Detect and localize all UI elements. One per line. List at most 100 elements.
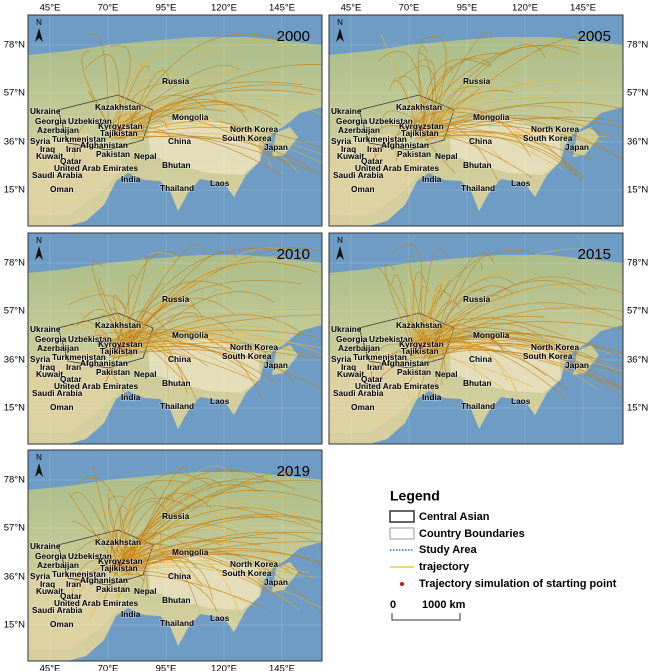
north-label: N <box>36 453 42 462</box>
trajectory <box>96 560 115 575</box>
trajectory <box>124 553 294 575</box>
country-label: Pakistan <box>397 367 431 377</box>
country-label: Nepal <box>435 151 458 161</box>
map-body <box>28 15 322 226</box>
country-label: Iraq <box>40 144 55 154</box>
country-label: Kazakhstan <box>95 320 141 330</box>
trajectory <box>421 248 450 351</box>
country-label: Thailand <box>461 401 495 411</box>
trajectory <box>409 327 547 377</box>
trajectory <box>427 135 508 166</box>
map-panel: Russia Ukraine Kazakhstan Georgia Uzbekistan… <box>4 232 323 445</box>
trajectory <box>109 497 189 559</box>
lat-label: 15°N <box>4 185 25 196</box>
country-label: Oman <box>50 619 74 629</box>
lat-label: 78°N <box>627 40 648 51</box>
lat-label: 36°N <box>627 137 648 148</box>
trajectory <box>122 465 232 576</box>
country-label: Iraq <box>341 144 356 154</box>
trajectory <box>432 252 496 346</box>
trajectory <box>124 566 322 609</box>
lon-label: 95°E <box>156 3 177 14</box>
country-label: United Arab Emirates <box>54 598 138 608</box>
lat-label: 36°N <box>4 355 25 366</box>
country-label: Russia <box>463 294 491 304</box>
country-label: India <box>121 609 141 619</box>
country-label: Thailand <box>160 618 194 628</box>
trajectory <box>426 112 444 134</box>
trajectory <box>410 124 623 160</box>
map-body <box>329 15 623 226</box>
country-label: Iraq <box>40 362 55 372</box>
trajectory <box>413 90 495 128</box>
country-label: India <box>422 174 442 184</box>
trajectory <box>108 547 322 567</box>
country-label: Saudi Arabia <box>32 605 83 615</box>
trajectory <box>109 125 299 173</box>
trajectory <box>119 484 261 564</box>
trajectory <box>77 554 114 597</box>
trajectory <box>429 134 583 181</box>
country-label: Kyrgyzstan <box>399 121 444 131</box>
north-arrow <box>35 28 43 42</box>
trajectory <box>375 357 427 383</box>
lon-label: 70°E <box>98 664 119 671</box>
trajectory <box>117 349 245 360</box>
country-label: Afghanistan <box>381 358 429 368</box>
country-label: Georgia <box>35 116 67 126</box>
trajectory <box>424 283 590 356</box>
central-asia <box>358 94 455 151</box>
trajectory <box>128 308 322 349</box>
country-label: Turkmenistan <box>353 352 407 362</box>
country-label: Oman <box>351 402 375 412</box>
country-label: United Arab Emirates <box>54 381 138 391</box>
lon-label: 95°E <box>457 3 478 14</box>
lat-label: 57°N <box>4 306 25 317</box>
country-label: Thailand <box>160 401 194 411</box>
country-label: Iraq <box>40 579 55 589</box>
country-label: Pakistan <box>96 149 130 159</box>
country-label: South Korea <box>222 133 272 143</box>
map-panel: Russia Ukraine Kazakhstan Georgia Uzbekistan… <box>328 232 648 445</box>
country-label: Iran <box>66 144 81 154</box>
trajectory <box>119 532 157 563</box>
country-label: China <box>469 136 492 146</box>
trajectory <box>132 564 204 594</box>
country-label: Ukraine <box>30 106 61 116</box>
trajectory <box>430 333 599 390</box>
trajectory <box>127 261 317 351</box>
year-label: 2019 <box>277 463 310 480</box>
country-label: Turkmenistan <box>52 569 106 579</box>
trajectory <box>113 504 307 561</box>
country-label: United Arab Emirates <box>355 381 439 391</box>
trajectory <box>110 331 208 367</box>
trajectory <box>421 124 456 174</box>
lon-label: 45°E <box>40 3 61 14</box>
country-label: Kuwait <box>36 586 63 596</box>
country-label: Kazakhstan <box>95 102 141 112</box>
lon-label: 45°E <box>40 664 61 671</box>
map-body <box>329 233 623 444</box>
country-label: Nepal <box>134 586 157 596</box>
country-label: Japan <box>264 577 288 587</box>
country-label: South Korea <box>523 133 573 143</box>
trajectory <box>111 331 157 355</box>
country-label: Kyrgyzstan <box>399 339 444 349</box>
trajectory <box>418 267 472 359</box>
trajectory <box>421 105 491 134</box>
trajectory <box>81 50 110 126</box>
country-label: Iraq <box>341 362 356 372</box>
trajectory <box>91 555 129 567</box>
country-label: Kyrgyzstan <box>98 556 143 566</box>
country-label: Laos <box>210 396 230 406</box>
trajectory <box>119 485 202 560</box>
trajectory <box>120 72 182 127</box>
country-label: South Korea <box>523 351 573 361</box>
trajectory <box>121 279 302 354</box>
country-label: Pakistan <box>397 149 431 159</box>
trajectory <box>95 314 126 357</box>
trajectory <box>417 350 506 391</box>
country-label: Azerbaijan <box>37 560 79 570</box>
lon-label: 120°E <box>211 3 237 14</box>
country-label: Thailand <box>160 183 194 193</box>
